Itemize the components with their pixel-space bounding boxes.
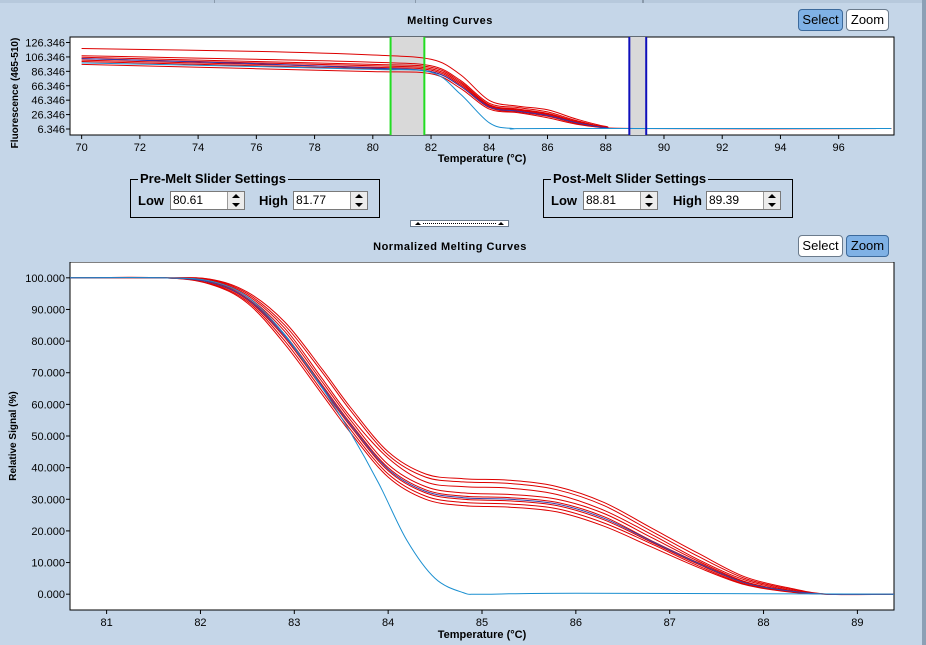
splitter-grip bbox=[423, 223, 496, 224]
x-tick-label: 89 bbox=[851, 617, 863, 629]
x-tick-label: 86 bbox=[541, 142, 553, 154]
post-melt-high-spinner[interactable]: 89.39 bbox=[706, 191, 781, 210]
bottom-zoom-button[interactable]: Zoom bbox=[846, 235, 889, 257]
top-tab-edge bbox=[214, 0, 416, 3]
y-tick-label: 26.346 bbox=[31, 110, 65, 122]
y-tick-label: 90.000 bbox=[31, 304, 65, 316]
x-tick-label: 70 bbox=[76, 142, 88, 154]
x-tick-label: 88 bbox=[600, 142, 612, 154]
spin-up-icon[interactable] bbox=[768, 194, 776, 198]
x-tick-label: 72 bbox=[134, 142, 146, 154]
series-line bbox=[69, 276, 895, 595]
y-tick-label: 70.000 bbox=[31, 368, 65, 380]
pre-melt-low-label: Low bbox=[138, 193, 164, 208]
post-melt-low-label: Low bbox=[551, 193, 577, 208]
melting-curves-title: Melting Curves bbox=[407, 15, 493, 27]
post-melt-high-stepper[interactable] bbox=[763, 192, 780, 209]
top-y-axis-label: Fluorescence (465-510) bbox=[10, 38, 21, 149]
y-tick-label: 30.000 bbox=[31, 494, 65, 506]
x-tick-label: 92 bbox=[716, 142, 728, 154]
series-line bbox=[69, 276, 895, 595]
top-select-button[interactable]: Select bbox=[798, 9, 843, 31]
normalized-melting-curves-chart: 100.000 90.000 80.000 70.000 60.000 50.000 40.… bbox=[8, 262, 895, 641]
series-line bbox=[69, 276, 895, 595]
top-tab-divider bbox=[642, 0, 644, 3]
y-tick-label: 80.000 bbox=[31, 336, 65, 348]
splitter-up-icon bbox=[415, 222, 421, 225]
normalized-melting-curves-title: Normalized Melting Curves bbox=[373, 241, 527, 253]
spin-down-icon[interactable] bbox=[645, 203, 653, 207]
splitter-up-icon bbox=[498, 222, 504, 225]
bottom-y-axis-label: Relative Signal (%) bbox=[8, 391, 19, 480]
x-tick-label: 90 bbox=[658, 142, 670, 154]
x-tick-label: 83 bbox=[288, 617, 300, 629]
y-tick-label: 50.000 bbox=[31, 431, 65, 443]
y-tick-label: 40.000 bbox=[31, 463, 65, 475]
x-tick-label: 94 bbox=[774, 142, 786, 154]
y-tick-label: 100.000 bbox=[25, 273, 65, 285]
pre-melt-high-label: High bbox=[259, 193, 288, 208]
spin-down-icon[interactable] bbox=[232, 203, 240, 207]
y-tick-label: 6.346 bbox=[37, 124, 65, 136]
series-line bbox=[69, 277, 895, 595]
x-tick-label: 76 bbox=[250, 142, 262, 154]
x-tick-label: 88 bbox=[757, 617, 769, 629]
post-melt-region[interactable] bbox=[629, 37, 647, 135]
spin-up-icon[interactable] bbox=[645, 194, 653, 198]
panel-splitter-handle[interactable] bbox=[410, 220, 509, 227]
top-x-axis-label: Temperature (°C) bbox=[438, 153, 527, 165]
y-tick-label: 20.000 bbox=[31, 526, 65, 538]
y-tick-label: 66.346 bbox=[31, 81, 65, 93]
series-line bbox=[69, 277, 895, 596]
y-tick-label: 46.346 bbox=[31, 95, 65, 107]
pre-melt-low-spinner[interactable]: 80.61 bbox=[170, 191, 245, 210]
x-tick-label: 84 bbox=[483, 142, 495, 154]
post-melt-low-spinner[interactable]: 88.81 bbox=[583, 191, 658, 210]
pre-melt-low-value[interactable]: 80.61 bbox=[173, 193, 204, 207]
x-tick-label: 87 bbox=[664, 617, 676, 629]
y-tick-label: 60.000 bbox=[31, 399, 65, 411]
post-melt-low-stepper[interactable] bbox=[640, 192, 657, 209]
pre-melt-low-stepper[interactable] bbox=[227, 192, 244, 209]
window-right-edge bbox=[922, 0, 926, 645]
top-zoom-button[interactable]: Zoom bbox=[846, 9, 889, 31]
y-tick-label: 86.346 bbox=[31, 66, 65, 78]
pre-melt-high-stepper[interactable] bbox=[350, 192, 367, 209]
x-tick-label: 82 bbox=[194, 617, 206, 629]
post-melt-group-title: Post-Melt Slider Settings bbox=[551, 171, 709, 186]
x-tick-label: 78 bbox=[308, 142, 320, 154]
x-tick-label: 82 bbox=[425, 142, 437, 154]
spin-up-icon[interactable] bbox=[232, 194, 240, 198]
bottom-select-button[interactable]: Select bbox=[798, 235, 843, 257]
x-tick-label: 96 bbox=[833, 142, 845, 154]
spin-up-icon[interactable] bbox=[355, 194, 363, 198]
top-strip bbox=[0, 0, 926, 3]
spin-down-icon[interactable] bbox=[355, 203, 363, 207]
y-tick-label: 10.000 bbox=[31, 558, 65, 570]
x-tick-label: 81 bbox=[100, 617, 112, 629]
x-tick-label: 84 bbox=[382, 617, 394, 629]
series-line bbox=[69, 277, 895, 595]
bottom-x-axis-label: Temperature (°C) bbox=[438, 629, 527, 641]
pre-melt-high-spinner[interactable]: 81.77 bbox=[293, 191, 368, 210]
y-tick-label: 126.346 bbox=[25, 38, 65, 50]
x-tick-label: 74 bbox=[192, 142, 204, 154]
melting-curves-chart: 126.346 106.346 86.346 66.346 46.346 26.346 6.… bbox=[10, 36, 895, 165]
post-melt-high-label: High bbox=[673, 193, 702, 208]
y-tick-label: 0.000 bbox=[37, 589, 65, 601]
bottom-plot-area bbox=[69, 262, 895, 611]
x-tick-label: 85 bbox=[476, 617, 488, 629]
post-melt-low-value[interactable]: 88.81 bbox=[586, 193, 617, 207]
spin-down-icon[interactable] bbox=[768, 203, 776, 207]
pre-melt-region[interactable] bbox=[390, 37, 425, 135]
y-tick-label: 106.346 bbox=[25, 52, 65, 64]
x-tick-label: 80 bbox=[367, 142, 379, 154]
series-line bbox=[81, 62, 892, 130]
series-line bbox=[69, 277, 895, 596]
pre-melt-group-title: Pre-Melt Slider Settings bbox=[138, 171, 288, 186]
top-plot-area bbox=[69, 36, 895, 136]
x-tick-label: 86 bbox=[570, 617, 582, 629]
pre-melt-high-value[interactable]: 81.77 bbox=[296, 193, 327, 207]
post-melt-high-value[interactable]: 89.39 bbox=[709, 193, 740, 207]
